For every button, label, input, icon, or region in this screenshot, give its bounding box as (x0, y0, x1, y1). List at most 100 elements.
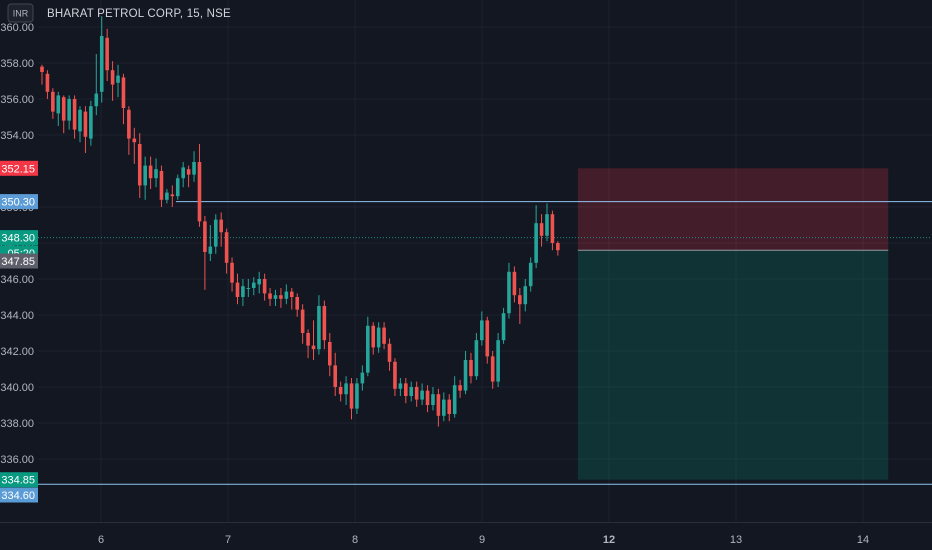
price-tick-label: 346.00 (0, 274, 34, 286)
price-tag-box (0, 230, 38, 246)
candle-body (170, 194, 175, 197)
candle-body (127, 109, 131, 139)
price-tag-label: 334.60 (1, 490, 35, 502)
time-tick-label: 7 (225, 534, 231, 546)
candle-body (306, 333, 310, 346)
candle-body (447, 399, 452, 414)
candle-body (235, 282, 240, 297)
stop-loss-zone (577, 168, 889, 251)
price-tick-label: 338.00 (0, 418, 34, 430)
chart-grid (38, 0, 932, 522)
candle-body (110, 70, 115, 85)
candle-body (512, 271, 517, 296)
price-tag-label: 352.15 (1, 163, 35, 175)
take-profit-zone (577, 250, 889, 480)
candles-layer (40, 16, 560, 427)
candle-body (99, 36, 104, 92)
candle-body (208, 246, 213, 254)
candle-body (458, 385, 462, 391)
candle-body (143, 165, 147, 186)
candle-body (262, 279, 267, 294)
candle-body (192, 162, 196, 175)
candle-body (490, 356, 495, 382)
candle-body (154, 169, 158, 179)
candle-body (289, 291, 294, 297)
candle-body (219, 219, 223, 233)
candle-body (376, 327, 381, 348)
candle-body (197, 162, 202, 222)
candle-body (224, 232, 229, 263)
horizontal-levels (38, 201, 932, 485)
candle-body (431, 394, 435, 405)
price-tick-label: 344.00 (0, 310, 34, 322)
candle-body (322, 306, 327, 341)
candle-body (268, 293, 272, 299)
price-tick-label: 354.00 (0, 130, 34, 142)
time-axis-background (0, 522, 932, 550)
time-tick-label: 6 (98, 534, 104, 546)
candle-body (241, 286, 245, 297)
time-tick-label: 9 (479, 534, 485, 546)
candle-body (295, 297, 300, 310)
candle-body (366, 325, 370, 373)
price-tag: 347.85 (0, 253, 38, 269)
candle-body (72, 99, 77, 130)
price-tick-label: 336.00 (0, 454, 34, 466)
price-tag-label: 348.30 (1, 233, 35, 245)
candle-body (230, 262, 234, 283)
candle-body (273, 295, 278, 299)
candle-body (420, 390, 424, 400)
candle-body (425, 390, 430, 405)
candle-body (181, 167, 185, 179)
candle-body (501, 313, 506, 341)
candle-body (83, 111, 88, 137)
candle-body (485, 320, 490, 357)
time-tick-label: 14 (857, 534, 869, 546)
candle-body (556, 243, 560, 251)
candle-body (338, 387, 343, 395)
price-tag-box (0, 472, 38, 488)
price-tag: 350.30 (0, 194, 38, 210)
candle-body (480, 320, 484, 341)
candle-body (148, 165, 153, 179)
time-tick-label: 12 (603, 534, 615, 546)
price-tags: 352.15350.30348.3005:20347.85334.85334.6… (0, 160, 38, 503)
candle-body (300, 309, 305, 333)
candle-body (105, 37, 109, 71)
candle-body (398, 383, 403, 389)
candle-body (159, 171, 164, 200)
time-axis[interactable]: 6 7 8 9 12 13 14 (0, 522, 932, 550)
time-tick-label: 8 (352, 534, 358, 546)
currency-badge[interactable]: INR (7, 3, 34, 23)
candle-body (132, 138, 137, 143)
candle-body (246, 288, 251, 289)
candle-body (534, 223, 538, 263)
candle-body (213, 219, 218, 247)
price-tag-box (0, 194, 38, 210)
candle-body (452, 385, 457, 414)
price-tag: 334.60 (0, 487, 38, 503)
price-tag-box (0, 253, 38, 269)
candle-body (327, 342, 332, 366)
price-tick-label: 340.00 (0, 382, 34, 394)
time-tick-label: 13 (730, 534, 742, 546)
candle-body (78, 109, 82, 132)
price-tag-box (0, 487, 38, 503)
candle-body (523, 286, 528, 305)
candle-body (409, 387, 414, 396)
candle-body (186, 169, 191, 175)
price-tag: 334.85 (0, 472, 38, 488)
candle-body (121, 77, 126, 108)
currency-label: INR (13, 9, 29, 19)
candle-body (436, 394, 441, 416)
candle-body (404, 383, 408, 396)
candle-body (45, 73, 50, 92)
price-tick-label: 342.00 (0, 346, 34, 358)
price-tick-label: 358.00 (0, 58, 34, 70)
candle-body (203, 221, 207, 252)
candle-body (393, 361, 397, 389)
candle-body (382, 327, 386, 344)
price-tag-label: 350.30 (1, 197, 35, 209)
